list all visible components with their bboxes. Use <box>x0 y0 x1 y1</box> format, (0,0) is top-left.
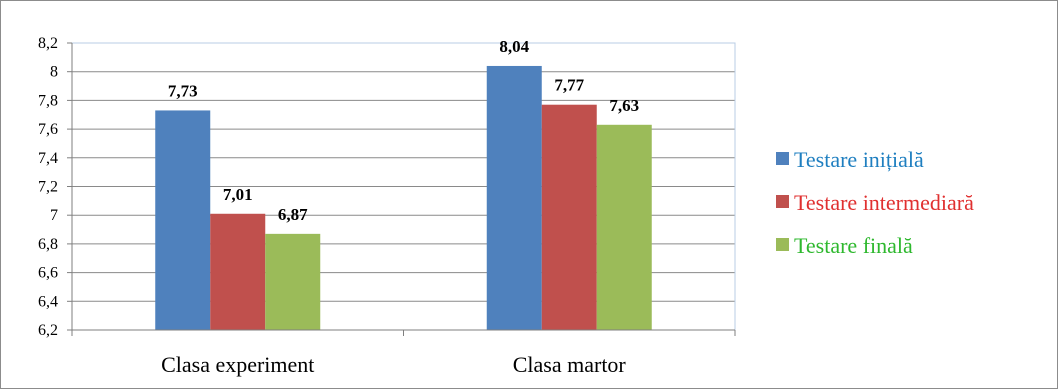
bar <box>265 233 321 330</box>
axes <box>67 42 736 336</box>
category-label: Clasa martor <box>513 352 627 377</box>
y-tick-label: 6,8 <box>38 236 58 253</box>
y-tick-label: 8,2 <box>38 35 58 52</box>
y-tick-label: 7,6 <box>38 121 58 138</box>
bar <box>596 124 652 330</box>
data-label: 8,04 <box>499 37 529 56</box>
data-label: 7,77 <box>554 76 584 95</box>
bar <box>155 110 211 330</box>
legend-swatch <box>776 152 789 165</box>
y-tick-label: 7,4 <box>38 150 58 167</box>
legend-swatch <box>776 238 789 251</box>
data-label: 7,63 <box>609 96 639 115</box>
y-tick-label: 6,4 <box>38 293 58 310</box>
data-labels: 7,73 7,01 6,87 8,04 7,77 7,63 <box>168 37 639 224</box>
bar <box>210 213 266 330</box>
legend-label: Testare inițială <box>794 147 924 172</box>
category-label: Clasa experiment <box>161 352 314 377</box>
y-tick-label: 8 <box>50 64 58 81</box>
data-label: 7,73 <box>168 81 198 100</box>
bar <box>541 104 597 330</box>
y-tick-label: 7,2 <box>38 179 58 196</box>
y-tick-label: 7,8 <box>38 92 58 109</box>
bars-group <box>155 65 652 331</box>
bar <box>486 65 542 331</box>
legend-swatch <box>776 195 789 208</box>
data-label: 6,87 <box>278 205 308 224</box>
data-label: 7,01 <box>223 185 253 204</box>
legend-label: Testare intermediară <box>794 190 974 215</box>
y-tick-label: 7 <box>50 207 58 224</box>
y-axis-tick-labels: 6,2 6,4 6,6 6,8 7 7,2 7,4 7,6 7,8 8 8,2 <box>38 35 58 339</box>
y-tick-label: 6,6 <box>38 265 58 282</box>
y-tick-label: 6,2 <box>38 322 58 339</box>
x-axis-category-labels: Clasa experiment Clasa martor <box>161 352 626 377</box>
legend: Testare inițială Testare intermediară Test… <box>776 147 974 258</box>
legend-label: Testare finală <box>794 233 913 258</box>
